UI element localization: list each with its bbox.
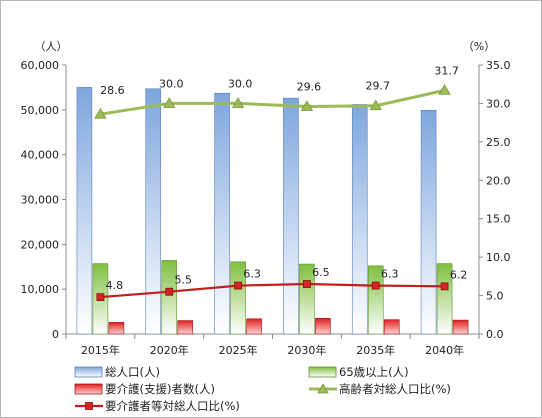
x-tick-label: 2030年 — [287, 343, 326, 357]
bar-elderly — [161, 260, 178, 335]
bar-elderly — [436, 263, 453, 335]
care-ratio-point — [371, 281, 380, 290]
care-ratio-label: 5.5 — [175, 274, 193, 287]
bar-care — [177, 320, 194, 335]
bar-care — [108, 322, 125, 335]
legend-swatch-total — [74, 366, 103, 378]
lines — [94, 84, 451, 302]
care-ratio-label: 6.2 — [450, 268, 468, 281]
legend-swatch-elderly — [308, 366, 337, 378]
legend-label-care: 要介護(支援)者数(人) — [105, 382, 215, 396]
right-axis-unit: （%） — [463, 40, 495, 53]
left-tick-label: 40,000 — [21, 149, 60, 162]
legend-label-elderly-ratio: 高齢者対総人口比(%) — [339, 382, 451, 396]
elderly-ratio-line — [100, 88, 445, 116]
bar-care — [315, 318, 331, 335]
care-ratio-point — [234, 281, 242, 290]
bar-care — [246, 318, 262, 335]
x-tick-label: 2040年 — [425, 343, 464, 357]
right-tick-label: 30.0 — [486, 97, 511, 110]
right-tick-label: 15.0 — [486, 213, 511, 226]
legend: 総人口(人) 65歳以上(人) 要介護(支援)者数(人) 高齢者対総人口比(%) 要介護… — [74, 365, 451, 413]
right-tick-label: 10.0 — [486, 251, 511, 264]
legend-swatch-care — [74, 383, 103, 395]
bar-elderly — [230, 261, 246, 335]
left-tick-label: 60,000 — [21, 59, 60, 72]
bar-total — [214, 92, 230, 335]
elderly-ratio-point — [300, 100, 314, 111]
right-tick-label: 35.0 — [486, 59, 511, 72]
bar-total — [420, 109, 437, 335]
data-labels: 28.6 30.0 30.0 29.6 29.7 31.7 4.8 5.5 6.3 6.5 6.3 6… — [100, 64, 467, 292]
right-tick-label: 0.0 — [486, 328, 504, 341]
left-tick-label: 50,000 — [21, 104, 60, 117]
left-tick-label: 20,000 — [21, 238, 60, 251]
elderly-ratio-label: 30.0 — [228, 77, 253, 90]
left-tick-label: 30,000 — [21, 194, 60, 207]
care-ratio-line — [100, 282, 445, 299]
bar-total — [76, 87, 93, 335]
elderly-ratio-point — [94, 107, 107, 119]
elderly-ratio-point — [369, 99, 382, 111]
right-tick-label: 20.0 — [486, 174, 511, 187]
care-ratio-label: 4.8 — [106, 279, 124, 292]
bar-care — [452, 319, 469, 335]
care-ratio-label: 6.3 — [243, 268, 261, 281]
care-ratio-label: 6.5 — [312, 266, 330, 279]
left-tick-label: 0 — [52, 328, 59, 341]
elderly-ratio-point — [231, 97, 245, 108]
x-tick-label: 2020年 — [150, 343, 189, 357]
elderly-ratio-point — [163, 97, 176, 108]
bar-care — [383, 319, 400, 335]
legend-marker-elderly-ratio — [317, 383, 329, 394]
bar-total — [283, 97, 299, 335]
legend-label-care-ratio: 要介護者等対総人口比(%) — [105, 399, 240, 413]
right-tick-label: 25.0 — [486, 136, 511, 149]
left-axis-unit: （人） — [35, 40, 68, 53]
care-ratio-point — [165, 287, 174, 296]
elderly-ratio-point — [438, 84, 451, 95]
x-tick-label: 2025年 — [219, 343, 258, 357]
x-tick-label: 2035年 — [356, 343, 395, 357]
x-tick-label: 2015年 — [81, 343, 120, 357]
elderly-ratio-label: 28.6 — [100, 84, 125, 97]
right-tick-label: 5.0 — [486, 290, 504, 303]
elderly-ratio-label: 30.0 — [159, 77, 184, 90]
elderly-ratio-label: 29.7 — [366, 80, 391, 93]
care-ratio-point — [96, 293, 105, 302]
care-ratio-point — [303, 280, 311, 288]
bar-total — [145, 88, 162, 335]
axes: 0 10,000 20,000 30,000 40,000 50,000 60,000 0.0… — [21, 40, 511, 357]
care-ratio-point — [440, 282, 449, 291]
elderly-ratio-label: 31.7 — [434, 64, 459, 77]
elderly-ratio-label: 29.6 — [297, 81, 322, 94]
legend-marker-care-ratio — [85, 402, 93, 410]
left-tick-label: 10,000 — [21, 283, 60, 296]
bars — [76, 87, 469, 335]
legend-label-elderly: 65歳以上(人) — [339, 365, 409, 379]
care-ratio-label: 6.3 — [381, 268, 399, 281]
legend-label-total: 総人口(人) — [105, 365, 160, 379]
bar-total — [351, 104, 368, 335]
